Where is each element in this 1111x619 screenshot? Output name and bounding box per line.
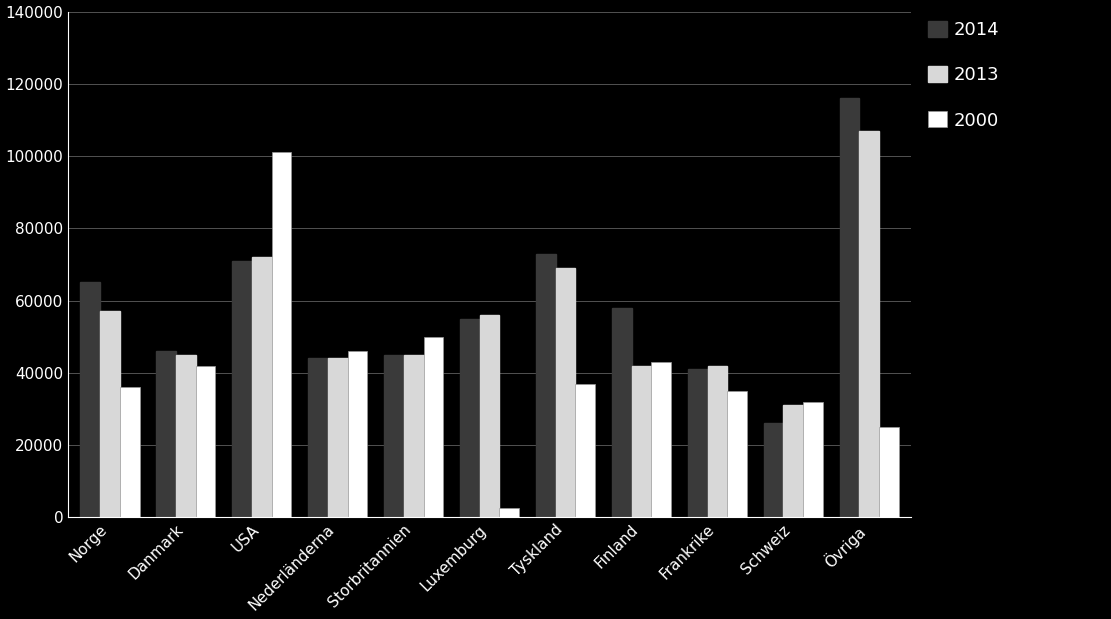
Bar	[860, 131, 879, 517]
Bar	[631, 366, 651, 517]
Bar	[803, 402, 823, 517]
Bar	[80, 282, 100, 517]
Bar	[688, 369, 708, 517]
Bar	[328, 358, 348, 517]
Bar	[500, 508, 519, 517]
Bar	[348, 351, 368, 517]
Bar	[423, 337, 443, 517]
Bar	[651, 362, 671, 517]
Bar	[272, 152, 291, 517]
Bar	[100, 311, 120, 517]
Bar	[708, 366, 728, 517]
Bar	[728, 391, 747, 517]
Bar	[783, 405, 803, 517]
Bar	[763, 423, 783, 517]
Bar	[536, 254, 556, 517]
Bar	[120, 387, 140, 517]
Bar	[840, 98, 860, 517]
Bar	[460, 319, 480, 517]
Legend: 2014, 2013, 2000: 2014, 2013, 2000	[929, 20, 1000, 129]
Bar	[196, 366, 216, 517]
Bar	[403, 355, 423, 517]
Bar	[157, 351, 176, 517]
Bar	[612, 308, 631, 517]
Bar	[480, 315, 500, 517]
Bar	[384, 355, 403, 517]
Bar	[556, 268, 575, 517]
Bar	[252, 257, 272, 517]
Bar	[308, 358, 328, 517]
Bar	[232, 261, 252, 517]
Bar	[176, 355, 196, 517]
Bar	[879, 427, 899, 517]
Bar	[575, 384, 595, 517]
